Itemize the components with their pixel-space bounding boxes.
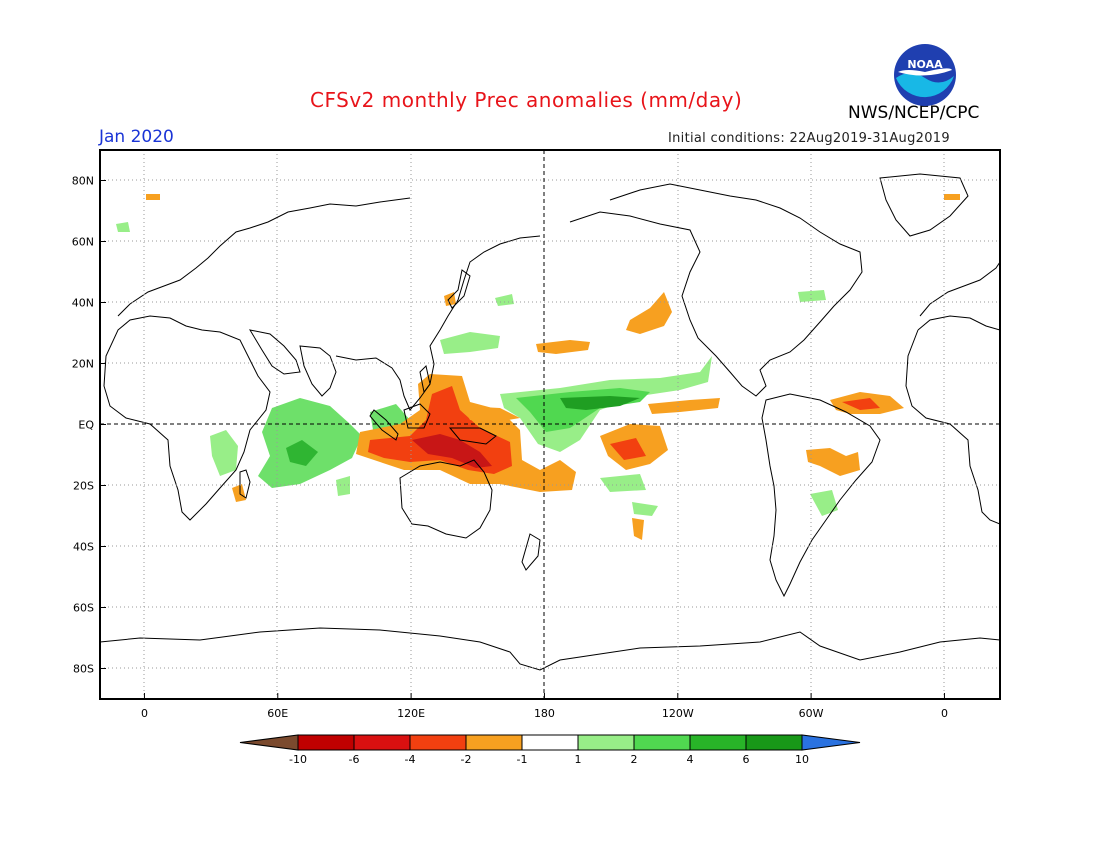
anomaly-east-africa-green — [210, 430, 238, 476]
colorbar-label: 10 — [795, 753, 809, 766]
coast-africa-left — [103, 315, 271, 521]
forecast-month: Jan 2020 — [99, 127, 174, 147]
coast-europe-right — [919, 261, 1000, 317]
anomaly-se-pacific-orange — [632, 518, 644, 540]
colorbar-label: 2 — [631, 753, 638, 766]
lat-label: 60N — [72, 236, 94, 249]
lon-label: 60W — [799, 707, 824, 720]
anomaly-south-pacific-green — [600, 474, 646, 492]
lat-label: 80S — [73, 663, 94, 676]
colorbar-label: -1 — [517, 753, 528, 766]
colorbar-swatch — [689, 734, 747, 751]
coast-antarctica — [100, 627, 1000, 671]
colorbar-low-triangle — [239, 734, 299, 751]
anomaly-us-east-green — [798, 290, 826, 302]
anomaly-hawaii-orange — [536, 340, 590, 354]
coast-asia-south — [335, 235, 541, 411]
colorbar: -10 -6 -4 -2 -1 1 2 4 6 10 — [239, 734, 861, 766]
anomaly-arctic-orange-2 — [944, 194, 960, 200]
colorbar-swatch — [633, 734, 691, 751]
lon-label: 180 — [534, 707, 555, 720]
lat-label: 60S — [73, 602, 94, 615]
colorbar-label: 1 — [575, 753, 582, 766]
anomaly-central-pacific-orange — [462, 406, 520, 422]
lon-label: 60E — [267, 707, 288, 720]
agency-label: NWS/NCEP/CPC — [848, 103, 980, 123]
anomaly-maritime-darkred — [412, 434, 492, 468]
colorbar-swatch — [353, 734, 411, 751]
anomaly-brazil-orange — [806, 448, 860, 476]
logo-text: NOAA — [907, 58, 943, 71]
lon-label: 120E — [397, 707, 425, 720]
coast-greenland — [879, 173, 969, 237]
lat-label: 80N — [72, 175, 94, 188]
coastlines — [100, 173, 1000, 671]
coast-sumatra — [369, 409, 399, 441]
lon-label: 0 — [141, 707, 148, 720]
lat-label: 40N — [72, 297, 94, 310]
lat-label: 20N — [72, 358, 94, 371]
coast-africa-right — [917, 315, 1000, 331]
lat-label: EQ — [78, 419, 94, 432]
colorbar-label: 4 — [687, 753, 694, 766]
anomaly-scandinavia-green — [116, 222, 130, 232]
initial-conditions: Initial conditions: 22Aug2019-31Aug2019 — [668, 131, 950, 146]
anomaly-central-pacific-green-dark — [560, 396, 640, 410]
colorbar-swatch — [577, 734, 635, 751]
anomaly-shading — [116, 194, 960, 540]
equator-dateline — [100, 150, 1000, 699]
anomaly-indian-ocean-green — [258, 398, 362, 488]
anomaly-arctic-orange-1 — [146, 194, 160, 200]
colorbar-swatch — [409, 734, 467, 751]
anomaly-madagascar-orange — [232, 484, 246, 502]
colorbar-swatch — [297, 734, 355, 751]
colorbar-label: -10 — [289, 753, 307, 766]
coast-south-america — [761, 393, 881, 598]
lat-label: 20S — [73, 480, 94, 493]
coast-new-guinea — [448, 427, 497, 445]
coast-india — [299, 345, 337, 397]
map-title: CFSv2 monthly Prec anomalies (mm/day) — [310, 88, 743, 112]
colorbar-high-triangle — [801, 734, 861, 751]
colorbar-label: -6 — [349, 753, 360, 766]
anomaly-sw-indian-green — [336, 476, 350, 496]
coast-japan — [447, 269, 471, 309]
anomaly-west-pacific-green — [495, 294, 514, 306]
anomaly-indian-ocean-darkgreen — [286, 440, 318, 466]
coast-philippines — [419, 365, 431, 394]
latitude-labels: 80N 60N 40N 20N EQ 20S 40S 60S 80S — [72, 175, 106, 676]
colorbar-label: -2 — [461, 753, 472, 766]
coast-borneo — [403, 403, 431, 429]
anomaly-south-pacific-red — [610, 438, 646, 460]
lon-label: 120W — [662, 707, 694, 720]
anomaly-atlantic-red — [842, 398, 880, 410]
colorbar-swatch — [521, 734, 579, 751]
colorbar-swatch — [745, 734, 803, 751]
coast-europe-left — [117, 197, 411, 317]
coast-new-zealand — [521, 533, 541, 571]
lon-label: 0 — [941, 707, 948, 720]
anomaly-south-america-green — [810, 490, 838, 516]
colorbar-label: -4 — [405, 753, 416, 766]
anomaly-se-pacific-green — [632, 502, 658, 516]
coast-australia — [399, 459, 493, 539]
coast-africa-right-west — [905, 329, 1000, 525]
anomaly-se-asia-green — [440, 332, 500, 354]
anomaly-equatorial-east-orange — [648, 398, 720, 414]
longitude-labels: 0 60E 120E 180 120W 60W 0 — [141, 693, 948, 720]
noaa-logo-icon: NOAA — [894, 44, 956, 106]
coast-north-america — [569, 183, 863, 397]
coast-madagascar — [239, 469, 251, 499]
colorbar-swatch — [465, 734, 523, 751]
lat-label: 40S — [73, 541, 94, 554]
anomaly-north-pacific-orange — [626, 292, 672, 334]
colorbar-label: 6 — [743, 753, 750, 766]
coast-arabia — [248, 329, 301, 375]
